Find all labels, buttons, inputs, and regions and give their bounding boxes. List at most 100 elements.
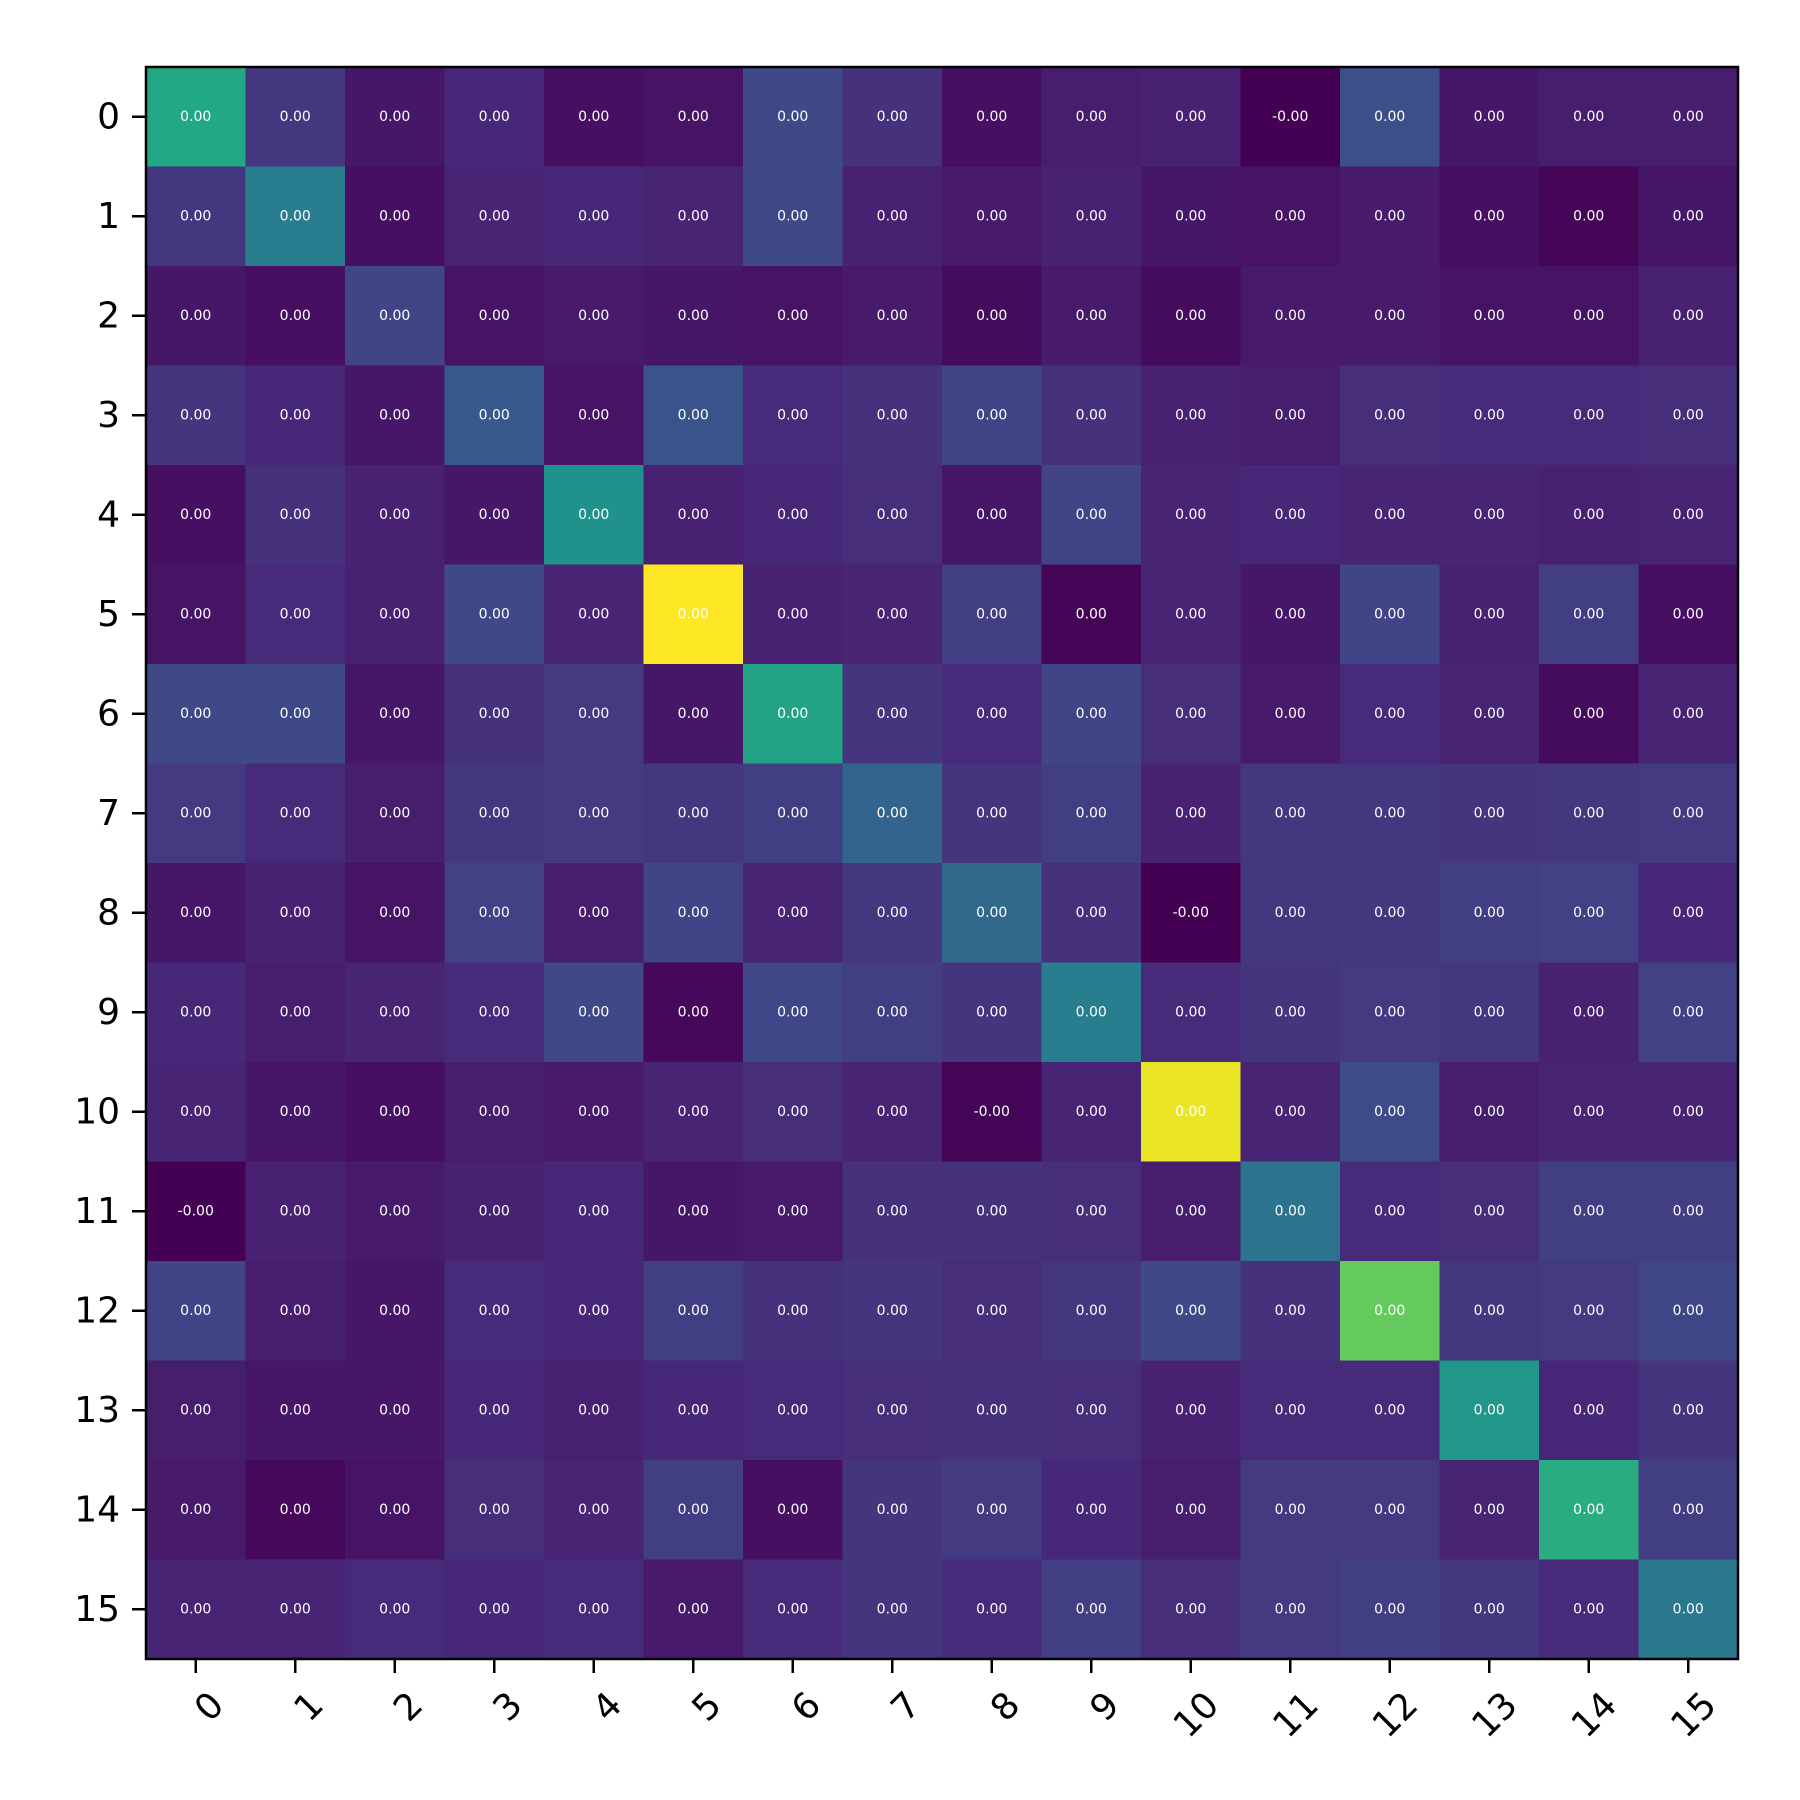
- cell-value-label: 0.00: [1573, 1601, 1604, 1617]
- cell-value-label: -0.00: [974, 1104, 1010, 1120]
- heatmap-cell: [146, 962, 247, 1063]
- cell-value-label: 0.00: [1374, 905, 1405, 921]
- heatmap-cell: [444, 1161, 545, 1262]
- cell-value-label: 0.00: [877, 407, 908, 423]
- cell-value-label: 0.00: [678, 208, 709, 224]
- heatmap-cell: [842, 1360, 943, 1461]
- heatmap-cell: [643, 664, 744, 765]
- cell-value-label: 0.00: [1673, 1203, 1704, 1219]
- cell-value-label: 0.00: [1673, 1402, 1704, 1418]
- y-tick-label: 11: [74, 1191, 120, 1232]
- cell-value-label: 0.00: [479, 606, 510, 622]
- cell-value-label: 0.00: [1673, 1104, 1704, 1120]
- heatmap-cell: [643, 1261, 744, 1362]
- cell-value-label: 0.00: [578, 407, 609, 423]
- heatmap-cell: [743, 962, 844, 1063]
- cell-value-label: 0.00: [578, 1203, 609, 1219]
- cell-value-label: 0.00: [578, 507, 609, 523]
- cell-value-label: 0.00: [1175, 507, 1206, 523]
- heatmap-cell: [743, 1062, 844, 1163]
- cell-value-label: 0.00: [678, 1104, 709, 1120]
- heatmap-cell: [444, 863, 545, 964]
- cell-value-label: 0.00: [479, 109, 510, 125]
- cell-value-label: 0.00: [1474, 1004, 1505, 1020]
- cell-value-label: 0.00: [180, 1601, 211, 1617]
- heatmap-cell: [842, 1559, 943, 1660]
- cell-value-label: 0.00: [678, 407, 709, 423]
- heatmap-cell: [942, 1360, 1043, 1461]
- heatmap-cell: [444, 1261, 545, 1362]
- heatmap-cell: [444, 763, 545, 864]
- cell-value-label: 0.00: [1076, 1601, 1107, 1617]
- heatmap-cell: [544, 465, 645, 566]
- heatmap-cell: [345, 863, 446, 964]
- heatmap-cell: [643, 266, 744, 367]
- heatmap-cell: [1539, 365, 1640, 466]
- cell-value-label: 0.00: [678, 905, 709, 921]
- cell-value-label: 0.00: [379, 308, 410, 324]
- cell-value-label: 0.00: [1175, 109, 1206, 125]
- heatmap-cell: [146, 1559, 247, 1660]
- heatmap-cell: [643, 962, 744, 1063]
- cell-value-label: 0.00: [1474, 1203, 1505, 1219]
- y-tick-label: 14: [74, 1489, 120, 1530]
- heatmap-cell: [345, 1460, 446, 1561]
- cell-value-label: 0.00: [1374, 805, 1405, 821]
- cell-value-label: 0.00: [379, 706, 410, 722]
- heatmap-cell: [842, 1261, 943, 1362]
- cell-value-label: 0.00: [777, 1303, 808, 1319]
- cell-value-label: 0.00: [1474, 1303, 1505, 1319]
- heatmap-cell: [544, 1161, 645, 1262]
- cell-value-label: 0.00: [1175, 805, 1206, 821]
- heatmap-cell: [1539, 962, 1640, 1063]
- heatmap-cell: [1240, 1161, 1341, 1262]
- heatmap-cell: [146, 365, 247, 466]
- heatmap-cell: [743, 266, 844, 367]
- heatmap-cell: [245, 365, 346, 466]
- cell-value-label: 0.00: [1275, 1601, 1306, 1617]
- cell-value-label: 0.00: [479, 208, 510, 224]
- heatmap-cell: [1439, 166, 1540, 267]
- heatmap-cell: [1240, 564, 1341, 665]
- heatmap-cell: [146, 564, 247, 665]
- cell-value-label: 0.00: [877, 1303, 908, 1319]
- heatmap-cell: [1041, 365, 1142, 466]
- heatmap-cell: [1439, 1161, 1540, 1262]
- heatmap-cell: [1439, 962, 1540, 1063]
- y-tick-label: 6: [97, 693, 120, 734]
- heatmap-cell: [146, 1360, 247, 1461]
- cell-value-label: 0.00: [1076, 606, 1107, 622]
- heatmap-cell: [345, 564, 446, 665]
- cell-value-label: 0.00: [379, 507, 410, 523]
- heatmap-cell: [1141, 1460, 1242, 1561]
- heatmap-cell: [1141, 1161, 1242, 1262]
- heatmap-cell: [1340, 1062, 1441, 1163]
- cell-value-label: 0.00: [280, 1104, 311, 1120]
- heatmap-cell: [1240, 67, 1341, 168]
- heatmap-cell: [743, 564, 844, 665]
- heatmap-cell: [643, 1062, 744, 1163]
- heatmap-cell: [544, 166, 645, 267]
- heatmap-cell: [146, 266, 247, 367]
- heatmap-cell: [1638, 1360, 1739, 1461]
- cell-value-label: 0.00: [976, 1303, 1007, 1319]
- cell-value-label: 0.00: [1474, 507, 1505, 523]
- heatmap-cell: [942, 962, 1043, 1063]
- heatmap-cell: [444, 1559, 545, 1660]
- heatmap-cell: [643, 365, 744, 466]
- heatmap-cell: [1041, 1161, 1142, 1262]
- heatmap-cell: [1041, 465, 1142, 566]
- x-tick-label: 4: [585, 1684, 630, 1729]
- heatmap-cell: [146, 465, 247, 566]
- heatmap-cell: [245, 465, 346, 566]
- heatmap-cell: [245, 1161, 346, 1262]
- heatmap-cell: [1539, 1360, 1640, 1461]
- heatmap-cell: [942, 166, 1043, 267]
- cell-value-label: 0.00: [1673, 1303, 1704, 1319]
- cell-value-label: 0.00: [1076, 1402, 1107, 1418]
- heatmap-cell: [1240, 1559, 1341, 1660]
- cell-value-label: 0.00: [180, 905, 211, 921]
- cell-value-label: 0.00: [1076, 905, 1107, 921]
- cell-value-label: 0.00: [678, 1402, 709, 1418]
